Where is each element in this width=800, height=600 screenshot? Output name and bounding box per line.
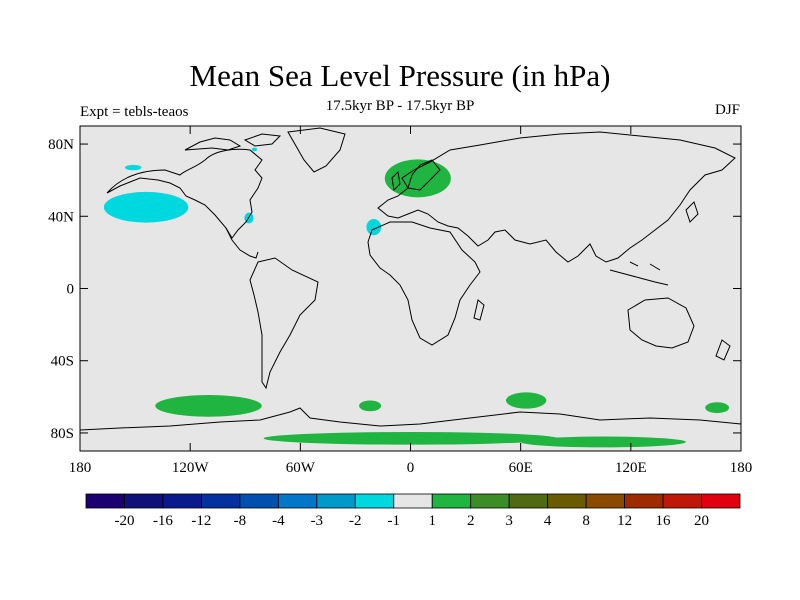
colorbar-swatch <box>354 493 395 509</box>
anomaly-region-southern-ocean-pacific <box>155 395 262 417</box>
x-tick-label: 180 <box>730 460 753 476</box>
anomaly-regions <box>103 147 730 448</box>
y-tick-label: 80S <box>51 426 74 442</box>
plot-title: Mean Sea Level Pressure (in hPa) <box>189 58 611 93</box>
anomaly-region-southern-ocean-indian <box>505 392 547 409</box>
x-tick-label: 180 <box>69 460 92 476</box>
season-label: DJF <box>714 102 740 118</box>
colorbar-label: 3 <box>505 513 513 529</box>
colorbar-label: -20 <box>114 513 135 529</box>
coastline-australia <box>627 297 695 349</box>
anomaly-region-north-pacific-low <box>103 191 189 223</box>
y-tick-label: 40N <box>48 209 74 225</box>
anomaly-region-antarctic-coast-band <box>263 432 558 445</box>
colorbar-swatch <box>162 493 202 509</box>
colorbar-swatch <box>393 493 433 509</box>
x-axis: 180 120W 60W 0 60E 120E 180 <box>69 126 753 476</box>
coastline-scandinavia <box>407 159 441 191</box>
x-tick-label: 60W <box>286 460 316 476</box>
coastline-arctic-islands <box>184 133 282 151</box>
coastline-new-zealand <box>715 339 731 361</box>
colorbar-swatch <box>701 493 741 509</box>
y-tick-label: 0 <box>67 282 75 298</box>
x-tick-label: 60E <box>509 460 533 476</box>
colorbar-swatch <box>662 493 702 509</box>
colorbar-swatch <box>585 493 625 509</box>
colorbar <box>85 493 741 509</box>
x-tick-label: 0 <box>407 460 415 476</box>
anomaly-region-alaska-patch <box>124 164 142 171</box>
colorbar-label: 8 <box>582 513 590 529</box>
colorbar-label: -3 <box>310 513 324 529</box>
colorbar-swatch <box>201 493 241 509</box>
coastline-madagascar <box>473 299 485 321</box>
coastline-africa <box>367 221 481 346</box>
y-tick-label: 80N <box>48 137 74 153</box>
colorbar-swatch <box>508 493 549 509</box>
colorbar-label: 1 <box>428 513 436 529</box>
y-tick-label: 40S <box>51 354 74 370</box>
colorbar-label: -16 <box>152 513 173 529</box>
plot-subtitle: 17.5kyr BP - 17.5kyr BP <box>325 98 475 114</box>
coastline-central-america <box>225 227 259 259</box>
anomaly-region-antarctic-interior <box>520 436 686 448</box>
colorbar-swatch <box>239 493 279 509</box>
colorbar-swatch <box>85 493 125 509</box>
colorbar-label: -4 <box>272 513 285 529</box>
colorbar-swatch <box>470 493 510 509</box>
colorbar-label: 4 <box>543 513 552 529</box>
coastline-japan <box>685 201 699 223</box>
colorbar-swatch <box>547 493 587 509</box>
coastline-eurasia <box>377 131 736 263</box>
anomaly-region-southern-ocean-atlantic <box>359 400 382 412</box>
coastline-north-america <box>106 148 263 239</box>
coastline-greenland <box>287 127 346 173</box>
anomaly-region-arctic-canada-patch <box>251 147 258 152</box>
x-tick-label: 120W <box>172 460 210 476</box>
colorbar-label: -1 <box>387 513 401 529</box>
colorbar-label: -12 <box>191 513 212 529</box>
coastline-british-isles <box>391 170 401 192</box>
coastline-south-america <box>249 257 319 390</box>
colorbar-label: 2 <box>466 513 475 529</box>
colorbar-label: 16 <box>655 513 671 529</box>
y-axis: 80N 40N 0 40S 80S <box>48 137 741 442</box>
colorbar-label: -2 <box>349 513 362 529</box>
colorbar-swatch <box>431 493 472 509</box>
coastline-indonesia <box>609 261 669 286</box>
x-tick-label: 120E <box>615 460 647 476</box>
colorbar-swatch <box>624 493 664 509</box>
coastlines <box>80 127 741 431</box>
experiment-label: Expt = tebls-teaos <box>80 104 189 120</box>
colorbar-label: 12 <box>617 513 633 529</box>
colorbar-swatch <box>277 493 318 509</box>
anomaly-region-north-atlantic-patch <box>366 218 382 236</box>
colorbar-swatch <box>316 493 356 509</box>
colorbar-swatch <box>124 493 164 509</box>
coastline-antarctica <box>80 407 741 431</box>
anomaly-region-europe-high <box>384 159 451 198</box>
colorbar-label: 20 <box>694 513 710 529</box>
colorbar-label: -8 <box>233 513 247 529</box>
anomaly-region-southern-ocean-east <box>705 402 730 414</box>
